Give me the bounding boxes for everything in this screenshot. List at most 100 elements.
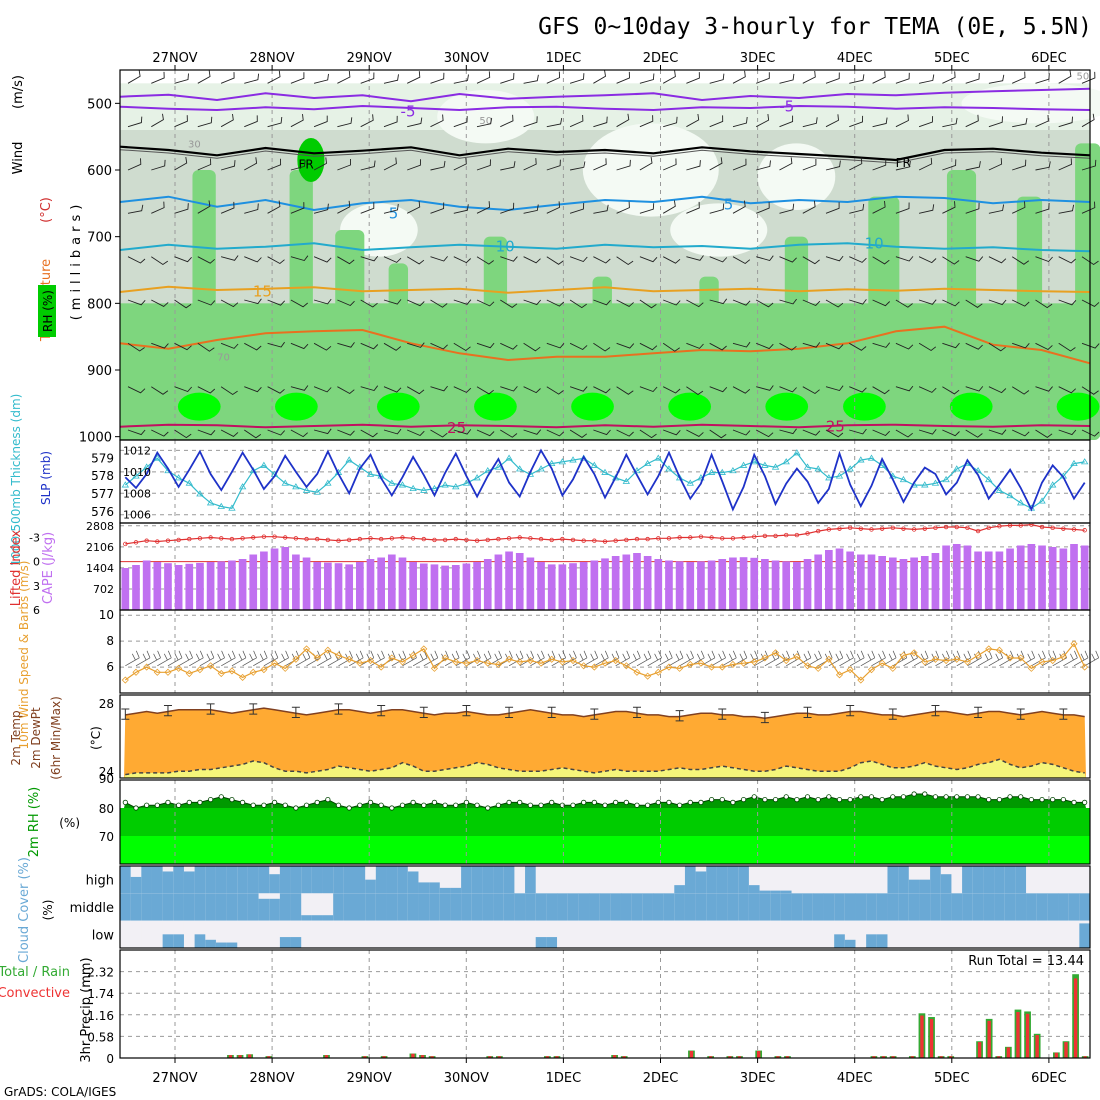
wind-barb (802, 117, 818, 128)
cape-bar (675, 561, 684, 610)
rh2m-marker (687, 799, 693, 806)
y-tick-label-left: 577 (91, 487, 114, 501)
date-label-bottom: 6DEC (1031, 1071, 1067, 1086)
wind10m-barb (167, 650, 183, 667)
thickness-marker (505, 454, 513, 461)
rh2m-marker (677, 802, 683, 808)
wind-barb (779, 428, 797, 435)
wind10m-marker (1006, 654, 1014, 662)
wind10m-marker (569, 657, 577, 665)
wind10m-barb (977, 650, 993, 667)
y-tick-label-left: 578 (91, 469, 114, 483)
lifted-index-marker (155, 539, 160, 544)
cloud-cell (567, 893, 579, 921)
lifted-index-marker (720, 536, 725, 541)
rh2m-marker (847, 796, 853, 803)
cape-bar (771, 560, 780, 610)
wind-barb (383, 386, 402, 393)
date-label-bottom: 30NOV (444, 1071, 489, 1086)
wind-barb (965, 299, 983, 308)
y-tick-label-right: 1404 (86, 562, 114, 575)
y-tick-label: 1.16 (87, 1009, 114, 1023)
wind-barb (686, 72, 700, 84)
lifted-index-marker (1018, 523, 1023, 528)
wind-barb (523, 342, 541, 352)
thickness-marker (739, 461, 748, 468)
y-tick-label-right: 2106 (86, 541, 114, 554)
cloud-cell-clear (386, 920, 398, 948)
cloud-cell-clear (397, 920, 409, 948)
cloud-cell (215, 893, 228, 921)
cloud-cell (450, 893, 462, 921)
wind-barb (174, 115, 188, 128)
lifted-index-marker (261, 534, 267, 539)
wind-barb (709, 298, 728, 305)
temperature-contour (119, 87, 1091, 103)
rh2m-marker (783, 794, 789, 800)
upper-air-panel: -5 -5 FR FR 5 5 10 10 15 25 25 50 50 30 70 500 600 700 800… (79, 65, 1100, 446)
y-tick-label: 70 (99, 830, 114, 844)
cloud-cell-clear (844, 866, 856, 894)
rh2m-marker (367, 799, 374, 806)
wind10m-barb (508, 650, 524, 667)
wind10m-marker (612, 657, 620, 665)
cloud-cell (290, 866, 302, 894)
wind-barb (127, 429, 146, 436)
wind-barb (476, 256, 494, 265)
y-tick-label-right: 2808 (86, 520, 114, 533)
cloud-cell-clear (333, 920, 345, 948)
wind10m-marker (1081, 663, 1089, 671)
top-date-axis: 27NOV 28NOV 29NOV 30NOV 1DEC 2DEC 3DEC 4DEC 5DEC… (152, 51, 1066, 66)
lifted-index-marker (1050, 525, 1055, 531)
rh-contour-label: 50 (1077, 71, 1090, 82)
wind-barb (988, 386, 1007, 394)
thickness-marker (484, 467, 492, 474)
cloud-cell-clear (215, 920, 228, 948)
cloud-cell (866, 893, 878, 921)
wind10m-barb (455, 650, 471, 667)
precip-bar-convective (756, 1050, 761, 1058)
rh2m-marker (229, 796, 235, 803)
cloud-cell (983, 866, 995, 894)
precip-bar-convective (382, 1056, 386, 1058)
wind10m-barb (658, 650, 673, 667)
cloud-cell (333, 866, 345, 894)
date-label-top: 27NOV (152, 51, 197, 66)
temp-minmax-bar (163, 705, 172, 717)
wind-barb (662, 70, 676, 84)
wind-barb (244, 342, 262, 351)
lifted-index-line (125, 523, 1085, 545)
cloud-cell (972, 893, 984, 921)
thickness-marker (121, 481, 130, 488)
wind-barb (453, 299, 472, 305)
chart-title: GFS 0~10day 3-hourly for TEMA (0E, 5.5N) (538, 14, 1092, 40)
y-tick-label: 1.74 (87, 987, 114, 1001)
cloud-cell (120, 893, 132, 921)
wind-barb (825, 114, 839, 128)
cape-bar (995, 551, 1004, 610)
wind-barb (244, 429, 262, 439)
cloud-cell (663, 893, 675, 921)
cape-bar (302, 557, 311, 610)
cloud-cell (674, 893, 686, 921)
cloud-cell (834, 934, 846, 948)
date-label-bottom: 27NOV (152, 1071, 197, 1086)
cloud-cell (397, 893, 409, 921)
wind10m-marker (313, 654, 321, 662)
wind-barb (500, 114, 514, 128)
wind10m-marker (484, 659, 492, 667)
thickness-marker (825, 474, 833, 481)
thickness-marker (398, 481, 407, 488)
temp-minmax-bar (505, 706, 514, 718)
wind10m-barb (583, 650, 599, 667)
date-label-bottom: 4DEC (837, 1071, 873, 1086)
y-tick-label: 90 (99, 772, 114, 786)
thickness-marker (601, 468, 609, 475)
thickness-marker (217, 502, 225, 509)
rh2m-marker (303, 802, 310, 808)
wind-barb (569, 114, 584, 128)
temp-minmax-bar (888, 708, 897, 720)
cloud-cell (876, 893, 888, 921)
rh-saturated-pocket (571, 392, 614, 421)
cloud-cell-clear (1068, 920, 1080, 948)
